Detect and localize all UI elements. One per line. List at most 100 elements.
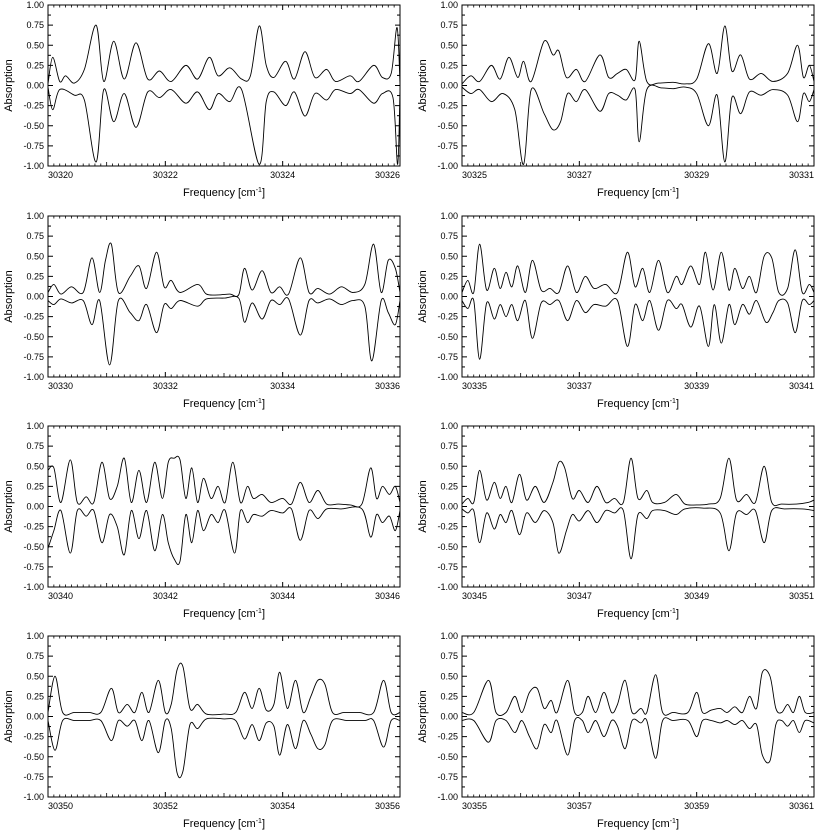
y-tick-label: -0.25 [23,732,44,742]
plot-frame [461,215,815,378]
x-axis-label: Frequency [cm-1] [597,608,679,620]
y-tick-label: 0.00 [440,81,458,91]
series-line-lower [461,297,815,360]
x-tick-label: 30336 [375,381,400,391]
y-axis-label: Absorption [417,59,429,112]
plot-frame [47,4,401,167]
series-line-lower [461,84,815,165]
y-tick-label: -1.00 [437,582,458,592]
y-tick-label: 0.75 [440,231,458,241]
x-tick-label: 30327 [567,170,592,180]
x-tick-label: 30331 [789,170,814,180]
x-tick-label: 30340 [48,591,73,601]
y-axis-label: Absorption [3,270,15,323]
y-axis-label: Absorption [3,690,15,743]
y-tick-label: -1.00 [23,582,44,592]
plot-frame [47,215,401,378]
y-tick-label: -0.50 [23,332,44,342]
y-tick-label: 0.75 [26,231,44,241]
y-tick-label: 0.00 [26,292,44,302]
x-axis-label: Frequency [cm-1] [183,398,265,410]
x-tick-label: 30349 [684,591,709,601]
y-tick-label: -1.00 [437,792,458,802]
series-line-upper [47,455,401,508]
y-tick-label: -0.75 [23,352,44,362]
y-tick-label: -1.00 [23,372,44,382]
y-axis-label: Absorption [3,480,15,533]
x-tick-label: 30344 [270,591,295,601]
y-tick-label: -0.25 [437,101,458,111]
y-tick-label: 0.50 [26,40,44,50]
y-tick-label: 0.75 [440,20,458,30]
y-tick-label: 1.00 [26,421,44,431]
y-tick-label: 0.75 [440,651,458,661]
series-line-lower [47,506,401,565]
x-axis-label: Frequency [cm-1] [183,818,265,830]
y-tick-label: -0.50 [23,542,44,552]
y-tick-label: 0.50 [440,40,458,50]
y-tick-label: 0.00 [440,502,458,512]
x-tick-label: 30325 [462,170,487,180]
y-tick-label: 0.50 [440,461,458,471]
spectrum-panel-7: 1.00 0.75 0.50 0.25 0.00 -0.25 -0.50 -0.75 -1.00… [3,631,401,830]
spectrum-panel-4: 1.00 0.75 0.50 0.25 0.00 -0.25 -0.50 -0.75 -1.00… [417,211,815,410]
y-tick-label: -0.25 [437,312,458,322]
y-tick-label: -0.25 [23,101,44,111]
x-tick-label: 30334 [270,381,295,391]
y-tick-label: 1.00 [440,211,458,221]
y-tick-label: 1.00 [440,421,458,431]
series-line-upper [461,669,815,716]
y-tick-label: 0.25 [26,60,44,70]
spectrum-panel-6: 1.00 0.75 0.50 0.25 0.00 -0.25 -0.50 -0.75 -1.00… [417,421,815,620]
series-line-lower [47,86,401,165]
y-tick-label: 0.75 [26,651,44,661]
y-tick-label: -0.25 [437,732,458,742]
y-tick-label: -0.50 [437,332,458,342]
y-tick-label: 0.25 [26,691,44,701]
y-tick-label: 0.50 [440,671,458,681]
x-tick-label: 30332 [153,381,178,391]
y-tick-label: -0.50 [23,752,44,762]
x-tick-label: 30355 [462,801,487,811]
y-tick-label: -0.50 [437,121,458,131]
x-tick-label: 30330 [48,381,73,391]
y-tick-label: -0.75 [23,141,44,151]
x-tick-label: 30324 [270,170,295,180]
y-tick-label: 0.75 [26,441,44,451]
x-tick-label: 30346 [375,591,400,601]
y-tick-label: -0.75 [437,772,458,782]
x-tick-label: 30350 [48,801,73,811]
y-axis-label: Absorption [417,480,429,533]
y-tick-label: -0.25 [437,522,458,532]
series-line-lower [461,507,815,560]
x-tick-label: 30352 [153,801,178,811]
plot-frame [47,635,401,798]
x-tick-label: 30339 [684,381,709,391]
x-axis-label: Frequency [cm-1] [597,187,679,199]
plot-frame [461,635,815,798]
series-line-lower [47,717,401,779]
y-tick-label: -0.75 [23,562,44,572]
y-tick-label: 0.25 [440,60,458,70]
x-tick-label: 30329 [684,170,709,180]
spectrum-panel-5: 1.00 0.75 0.50 0.25 0.00 -0.25 -0.50 -0.75 -1.00… [3,421,401,620]
x-tick-label: 30322 [153,170,178,180]
spectrum-panel-1: 1.00 0.75 0.50 0.25 0.00 -0.25 -0.50 -0.75 -1.00… [3,0,401,199]
y-tick-label: -0.50 [437,752,458,762]
y-tick-label: -1.00 [23,161,44,171]
y-tick-label: 1.00 [26,631,44,641]
y-tick-label: 0.00 [440,292,458,302]
x-axis-label: Frequency [cm-1] [183,608,265,620]
y-tick-label: 0.50 [26,671,44,681]
y-tick-label: -1.00 [23,792,44,802]
x-tick-label: 30347 [567,591,592,601]
y-tick-label: 0.75 [26,20,44,30]
spectrum-panel-8: 1.00 0.75 0.50 0.25 0.00 -0.25 -0.50 -0.75 -1.00… [417,631,815,830]
y-tick-label: 0.50 [440,251,458,261]
y-tick-label: 0.00 [440,712,458,722]
plot-frame [461,425,815,588]
y-tick-label: -0.25 [23,522,44,532]
series-line-upper [461,25,815,86]
y-axis-label: Absorption [3,59,15,112]
spectrum-panel-3: 1.00 0.75 0.50 0.25 0.00 -0.25 -0.50 -0.75 -1.00… [3,211,401,410]
